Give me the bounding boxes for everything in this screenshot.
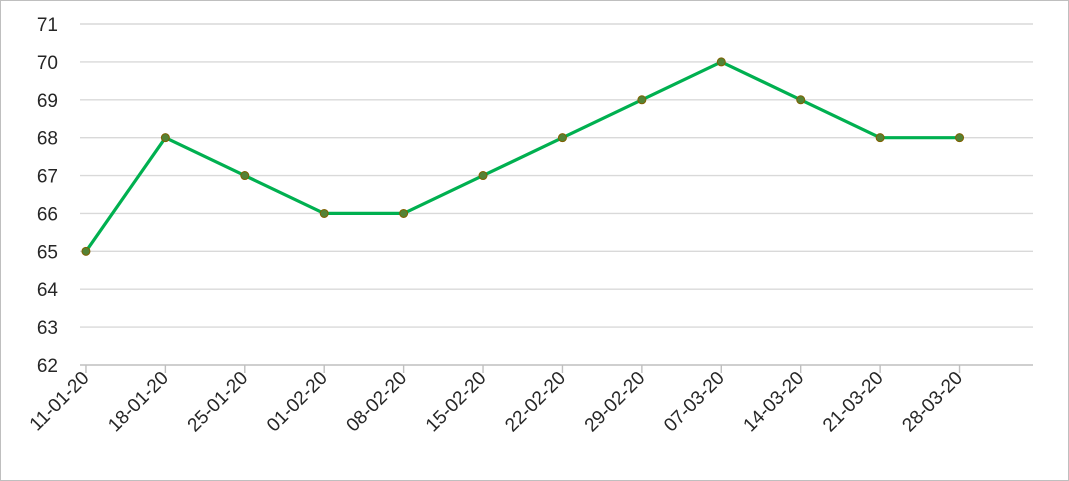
x-tick-label: 07-03-20 (660, 368, 729, 437)
data-point (955, 133, 965, 143)
series-line (84, 60, 960, 253)
y-tick-label: 67 (37, 167, 58, 188)
data-point (478, 171, 488, 181)
y-tick-label: 69 (37, 91, 58, 112)
y-tick-label: 71 (37, 15, 58, 36)
y-tick-label: 64 (37, 280, 59, 301)
data-point (875, 133, 885, 143)
y-tick-label: 65 (37, 242, 58, 263)
x-tick-label: 25-01-20 (184, 368, 253, 437)
y-tick-label: 63 (37, 318, 58, 339)
x-tick-label: 11-01-20 (26, 368, 94, 436)
x-tick-label: 28-03-20 (898, 368, 967, 437)
gridlines (80, 23, 1033, 328)
x-tick-label: 08-02-20 (343, 368, 412, 437)
x-tick-label: 21-03-20 (819, 368, 888, 437)
data-point (81, 246, 91, 256)
y-axis-tick-labels: 62 63 64 65 66 67 68 69 70 71 (37, 15, 59, 377)
x-tick-label: 18-01-20 (104, 368, 173, 437)
data-point (716, 57, 726, 67)
data-point (637, 95, 647, 105)
data-point (240, 171, 250, 181)
x-tick-label: 22-02-20 (501, 368, 570, 437)
x-tick-label: 01-02-20 (263, 368, 332, 437)
data-point (319, 208, 329, 218)
x-tick-label: 15-02-20 (422, 368, 491, 437)
x-tick-label: 14-03-20 (740, 368, 809, 437)
y-tick-label: 62 (37, 356, 58, 377)
x-axis (80, 364, 1033, 373)
data-point (160, 133, 170, 143)
series (81, 57, 965, 256)
y-tick-label: 70 (37, 53, 58, 74)
x-axis-tick-labels: 11-01-20 18-01-20 25-01-20 01-02-20 08-02-20… (26, 368, 967, 437)
data-point (557, 133, 567, 143)
y-tick-label: 66 (37, 204, 58, 225)
y-tick-label: 68 (37, 129, 58, 150)
x-tick-label: 29-02-20 (581, 368, 650, 437)
data-point (796, 95, 806, 105)
data-point (399, 208, 409, 218)
